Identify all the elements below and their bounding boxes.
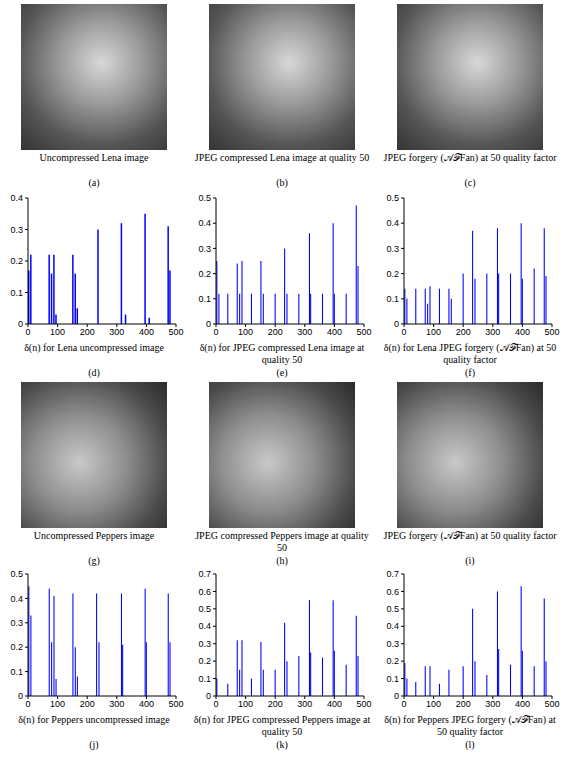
svg-text:0.5: 0.5 bbox=[386, 604, 399, 614]
svg-text:0.5: 0.5 bbox=[10, 569, 23, 579]
svg-text:0: 0 bbox=[394, 691, 399, 701]
svg-text:0.4: 0.4 bbox=[386, 621, 399, 631]
svg-text:100: 100 bbox=[50, 327, 65, 337]
svg-text:100: 100 bbox=[50, 699, 65, 709]
html-text:δ(n) for JPEG compressed Lena: δ(n) for JPEG compressed Lena image at q… bbox=[199, 342, 365, 365]
svg-text:400: 400 bbox=[139, 327, 154, 337]
html-text:(j): (j) bbox=[89, 739, 99, 750]
html-text:δ(n) for Peppers JPEG forgery: δ(n) for Peppers JPEG forgery (𝒜ℱFan) at… bbox=[384, 714, 556, 737]
svg-text:200: 200 bbox=[268, 699, 283, 709]
svg-text:0.2: 0.2 bbox=[386, 656, 399, 666]
svg-text:500: 500 bbox=[356, 699, 371, 709]
svg-text:200: 200 bbox=[80, 327, 95, 337]
svg-text:100: 100 bbox=[238, 327, 253, 337]
svg-text:400: 400 bbox=[327, 327, 342, 337]
html-text:(f): (f) bbox=[465, 367, 475, 378]
svg-text:500: 500 bbox=[168, 327, 183, 337]
svg-text:100: 100 bbox=[426, 699, 441, 709]
svg-text:0.1: 0.1 bbox=[10, 667, 23, 677]
svg-text:0.6: 0.6 bbox=[198, 587, 211, 597]
html-text:Uncompressed Lena image: Uncompressed Lena image bbox=[39, 152, 149, 163]
svg-text:0.1: 0.1 bbox=[386, 294, 399, 304]
svg-text:0.2: 0.2 bbox=[198, 656, 211, 666]
svg-text:0.1: 0.1 bbox=[198, 674, 211, 684]
html-text:(d): (d) bbox=[88, 367, 100, 378]
svg-text:400: 400 bbox=[139, 699, 154, 709]
html-text:(l): (l) bbox=[465, 739, 475, 750]
html-text:(k): (k) bbox=[276, 739, 288, 750]
svg-text:0.4: 0.4 bbox=[198, 218, 211, 228]
svg-text:0.4: 0.4 bbox=[198, 621, 211, 631]
svg-text:100: 100 bbox=[426, 327, 441, 337]
svg-text:0.5: 0.5 bbox=[198, 604, 211, 614]
html-text:JPEG compressed Peppers image: JPEG compressed Peppers image at quality… bbox=[195, 530, 369, 553]
svg-text:300: 300 bbox=[109, 699, 124, 709]
svg-text:0.5: 0.5 bbox=[198, 193, 211, 203]
html-text:JPEG compressed Lena image at: JPEG compressed Lena image at quality 50 bbox=[194, 152, 370, 163]
svg-text:0: 0 bbox=[25, 327, 30, 337]
svg-text:0.4: 0.4 bbox=[386, 218, 399, 228]
svg-text:400: 400 bbox=[327, 699, 342, 709]
svg-text:300: 300 bbox=[485, 699, 500, 709]
svg-text:200: 200 bbox=[80, 699, 95, 709]
svg-text:0: 0 bbox=[401, 699, 406, 709]
svg-text:0: 0 bbox=[206, 691, 211, 701]
html-text:(g): (g) bbox=[88, 555, 100, 566]
html-text:(e): (e) bbox=[276, 367, 288, 378]
svg-text:0.2: 0.2 bbox=[10, 642, 23, 652]
html-text:JPEG forgery (𝒜ℱFan) at 50 qua: JPEG forgery (𝒜ℱFan) at 50 quality facto… bbox=[383, 530, 557, 541]
svg-text:0.3: 0.3 bbox=[198, 244, 211, 254]
svg-text:0: 0 bbox=[213, 699, 218, 709]
svg-text:0.1: 0.1 bbox=[386, 674, 399, 684]
svg-text:0.4: 0.4 bbox=[10, 193, 23, 203]
svg-text:0.3: 0.3 bbox=[198, 639, 211, 649]
svg-text:200: 200 bbox=[456, 327, 471, 337]
svg-text:100: 100 bbox=[238, 699, 253, 709]
svg-text:0.2: 0.2 bbox=[198, 269, 211, 279]
svg-text:0: 0 bbox=[18, 691, 23, 701]
html-text:δ(n) for Peppers uncompressed: δ(n) for Peppers uncompressed image bbox=[18, 714, 170, 725]
html-text:(a): (a) bbox=[88, 177, 100, 188]
svg-text:0.1: 0.1 bbox=[198, 294, 211, 304]
svg-text:0.4: 0.4 bbox=[10, 594, 23, 604]
html-text:(i): (i) bbox=[465, 555, 475, 566]
html-text:(c): (c) bbox=[464, 177, 476, 188]
svg-text:200: 200 bbox=[456, 699, 471, 709]
svg-text:500: 500 bbox=[544, 699, 559, 709]
svg-text:0.5: 0.5 bbox=[386, 193, 399, 203]
html-text:JPEG forgery (𝒜ℱFan) at 50 qua: JPEG forgery (𝒜ℱFan) at 50 quality facto… bbox=[383, 152, 557, 163]
svg-text:0: 0 bbox=[18, 319, 23, 329]
svg-text:0.1: 0.1 bbox=[10, 288, 23, 298]
svg-text:0.2: 0.2 bbox=[386, 269, 399, 279]
svg-text:500: 500 bbox=[544, 327, 559, 337]
svg-text:0.6: 0.6 bbox=[386, 587, 399, 597]
svg-text:0.3: 0.3 bbox=[10, 618, 23, 628]
svg-text:500: 500 bbox=[356, 327, 371, 337]
svg-text:0: 0 bbox=[401, 327, 406, 337]
svg-text:0: 0 bbox=[206, 319, 211, 329]
svg-text:300: 300 bbox=[297, 327, 312, 337]
svg-text:0.7: 0.7 bbox=[386, 569, 399, 579]
svg-text:300: 300 bbox=[297, 699, 312, 709]
svg-text:400: 400 bbox=[515, 327, 530, 337]
svg-text:0.3: 0.3 bbox=[386, 639, 399, 649]
svg-text:0.3: 0.3 bbox=[386, 244, 399, 254]
svg-text:0.7: 0.7 bbox=[198, 569, 211, 579]
svg-text:400: 400 bbox=[515, 699, 530, 709]
svg-text:300: 300 bbox=[109, 327, 124, 337]
svg-text:500: 500 bbox=[168, 699, 183, 709]
svg-text:0.2: 0.2 bbox=[10, 256, 23, 266]
html-text:δ(n) for Lena JPEG forgery (𝒜ℱ: δ(n) for Lena JPEG forgery (𝒜ℱFan) at 50… bbox=[383, 342, 557, 365]
html-text:δ(n) for Lena uncompressed ima: δ(n) for Lena uncompressed image bbox=[24, 342, 164, 353]
svg-text:200: 200 bbox=[268, 327, 283, 337]
html-text:(h): (h) bbox=[276, 555, 288, 566]
svg-text:0: 0 bbox=[394, 319, 399, 329]
html-text:(b): (b) bbox=[276, 177, 288, 188]
html-text:Uncompressed Peppers image: Uncompressed Peppers image bbox=[33, 530, 155, 541]
svg-text:0: 0 bbox=[213, 327, 218, 337]
svg-text:0: 0 bbox=[25, 699, 30, 709]
html-text:δ(n) for JPEG compressed Peppe: δ(n) for JPEG compressed Peppers image a… bbox=[193, 714, 371, 737]
svg-text:0.3: 0.3 bbox=[10, 225, 23, 235]
svg-text:300: 300 bbox=[485, 327, 500, 337]
